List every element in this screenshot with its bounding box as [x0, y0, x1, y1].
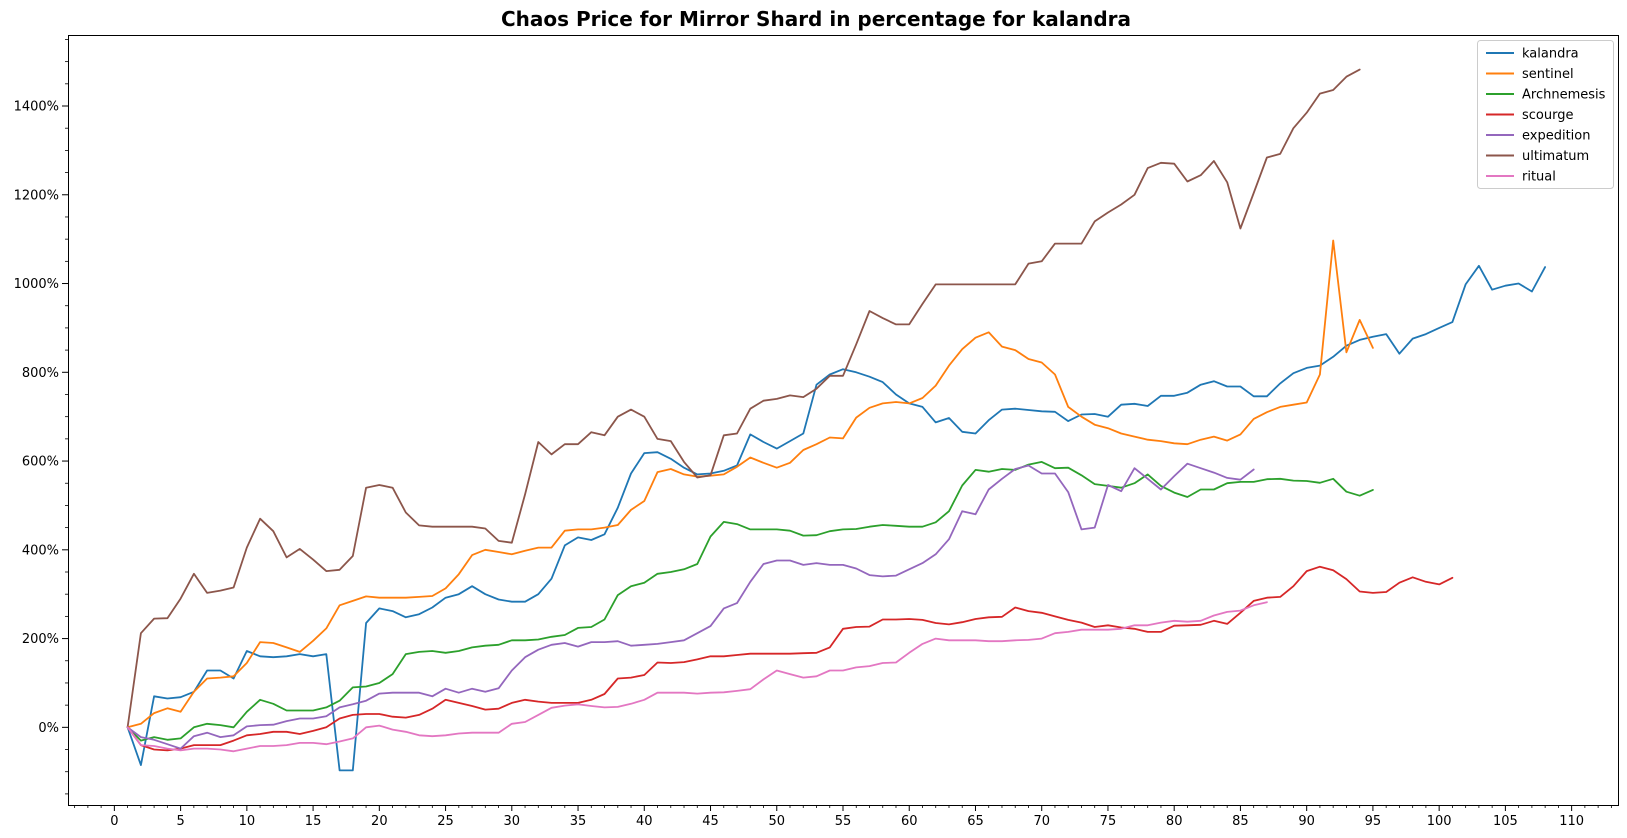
- x-tick-label: 20: [371, 814, 388, 829]
- x-tick-label: 105: [1493, 814, 1518, 829]
- x-tick-label: 30: [504, 814, 521, 829]
- legend-label-ritual: ritual: [1522, 170, 1556, 185]
- x-tick-label: 65: [967, 814, 984, 829]
- y-tick-label: 800%: [22, 366, 59, 381]
- legend: kalandra sentinel Archnemesis scourge expedi…: [1477, 40, 1614, 189]
- y-tick-label: 1000%: [14, 277, 59, 292]
- x-tick-label: 100: [1427, 814, 1452, 829]
- x-tick-label: 85: [1232, 814, 1249, 829]
- x-tick-label: 75: [1100, 814, 1117, 829]
- x-tick-label: 5: [176, 814, 184, 829]
- legend-label-scourge: scourge: [1522, 108, 1573, 123]
- x-tick-label: 80: [1166, 814, 1183, 829]
- series-line-archnemesis: [126, 460, 1374, 742]
- series-line-expedition: [126, 462, 1255, 750]
- x-tick-label: 35: [570, 814, 587, 829]
- series-line-sentinel: [126, 239, 1374, 729]
- x-tick-label: 95: [1365, 814, 1382, 829]
- legend-box: [1477, 40, 1614, 189]
- legend-label-sentinel: sentinel: [1522, 67, 1574, 82]
- legend-label-archnemesis: Archnemesis: [1522, 88, 1606, 103]
- x-tick-label: 55: [835, 814, 852, 829]
- x-tick-label: 0: [110, 814, 118, 829]
- x-tick-label: 90: [1298, 814, 1315, 829]
- plot-area-frame: [68, 35, 1619, 806]
- series-lines: [126, 68, 1546, 772]
- y-tick-label: 0%: [38, 721, 59, 736]
- x-tick-label: 50: [768, 814, 785, 829]
- x-tick-label: 15: [305, 814, 322, 829]
- y-axis: 0% 200% 400% 600% 800% 1000% 1200% 1400%: [14, 39, 68, 795]
- x-tick-label: 60: [901, 814, 918, 829]
- legend-label-kalandra: kalandra: [1522, 47, 1579, 62]
- y-tick-label: 400%: [22, 543, 59, 558]
- x-axis: 0 5 10 15 20 25 30 35 40 45 50 55 60 65 70 75 80 85 90 95 10…: [74, 805, 1612, 829]
- chart-title: Chaos Price for Mirror Shard in percenta…: [501, 7, 1131, 31]
- x-tick-label: 70: [1033, 814, 1050, 829]
- legend-label-ultimatum: ultimatum: [1522, 149, 1589, 164]
- series-line-ritual: [126, 601, 1268, 753]
- x-tick-label: 25: [437, 814, 454, 829]
- legend-label-expedition: expedition: [1522, 129, 1590, 144]
- x-tick-label: 45: [702, 814, 719, 829]
- y-tick-label: 1400%: [14, 100, 59, 115]
- x-tick-label: 10: [239, 814, 256, 829]
- series-line-kalandra: [126, 264, 1546, 772]
- x-tick-label: 40: [636, 814, 653, 829]
- y-tick-label: 1200%: [14, 188, 59, 203]
- series-line-scourge: [126, 565, 1454, 752]
- series-line-ultimatum: [126, 68, 1361, 729]
- x-tick-label: 110: [1559, 814, 1584, 829]
- y-tick-label: 600%: [22, 455, 59, 470]
- y-tick-label: 200%: [22, 632, 59, 647]
